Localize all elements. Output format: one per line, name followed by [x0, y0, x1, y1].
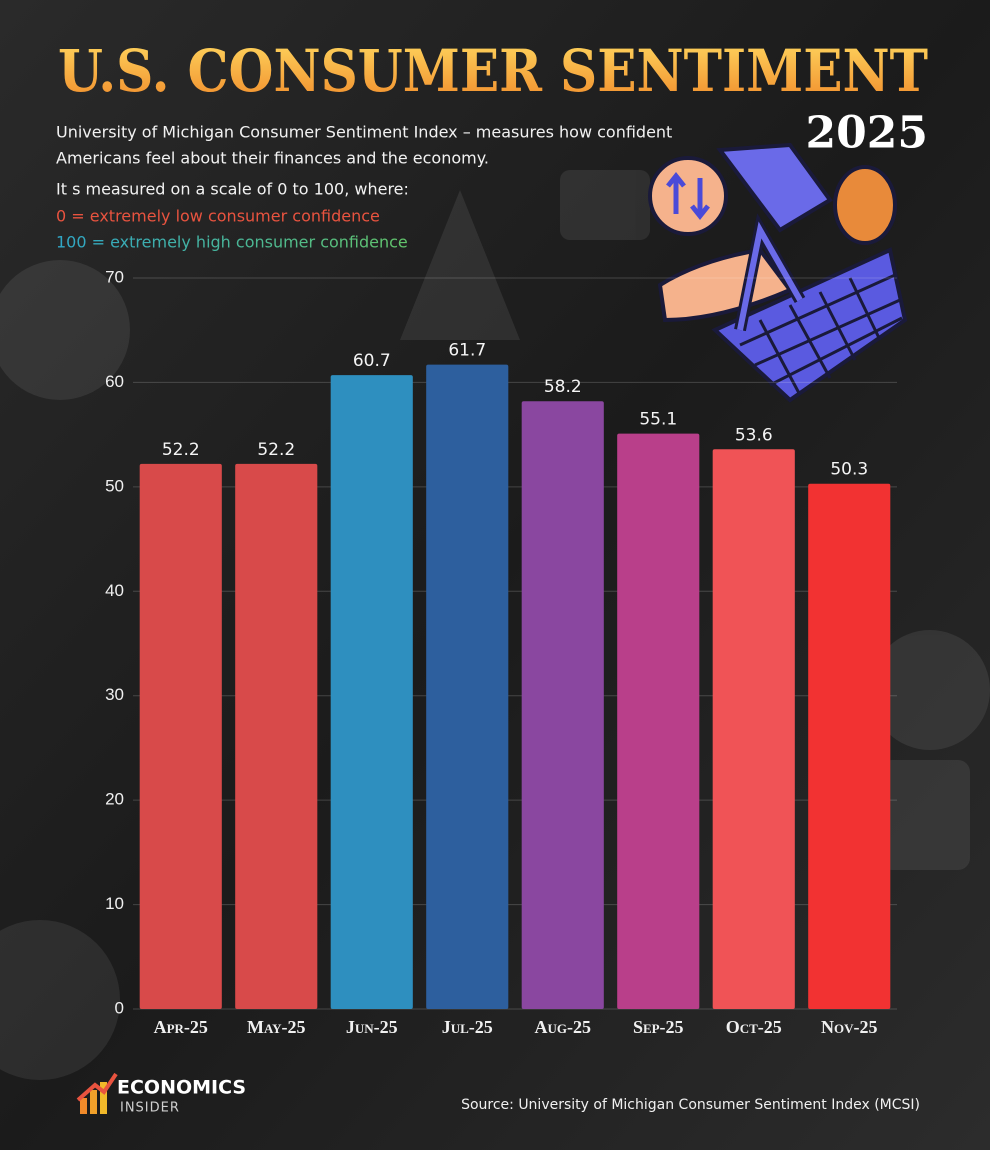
value-label: 61.7 [448, 341, 486, 361]
value-label: 55.1 [639, 410, 677, 430]
value-label: 52.2 [162, 440, 200, 460]
y-tick-label: 10 [105, 894, 124, 913]
source: Source: University of Michigan Consumer … [461, 1097, 920, 1113]
illustration [648, 142, 908, 403]
bar [235, 463, 318, 1010]
bar [426, 364, 509, 1009]
x-tick-label: Apr-25 [154, 1017, 208, 1037]
y-tick-label: 30 [105, 685, 124, 704]
x-tick-label: Aug-25 [535, 1017, 592, 1037]
bar [617, 433, 700, 1009]
year: 2025 [806, 108, 928, 159]
x-tick-label: Oct-25 [726, 1017, 782, 1037]
bar [139, 463, 222, 1010]
background-pattern [0, 170, 990, 1080]
bar [712, 449, 795, 1010]
subtitle: University of Michigan Consumer Sentimen… [56, 123, 672, 142]
subtitle: Americans feel about their finances and … [56, 149, 489, 168]
value-label: 52.2 [257, 440, 295, 460]
y-tick-label: 0 [115, 998, 124, 1017]
bar [808, 483, 891, 1010]
value-label: 53.6 [735, 425, 773, 445]
value-label: 58.2 [544, 377, 582, 397]
y-tick-label: 40 [105, 581, 124, 600]
logo: ECONOMICS INSIDER [76, 1072, 246, 1116]
low-note: 0 = extremely low consumer confidence [56, 207, 380, 226]
y-tick-label: 70 [105, 267, 124, 286]
y-tick-label: 50 [105, 476, 124, 495]
plot-area: 0 10 20 30 40 50 60 70 Apr-25 52.2 May-25 52.2 Jun-2… [105, 267, 897, 1037]
scale-note: It s measured on a scale of 0 to 100, wh… [56, 180, 409, 199]
value-label: 50.3 [830, 460, 868, 480]
x-tick-label: Nov-25 [821, 1017, 878, 1037]
bar [521, 401, 604, 1009]
x-tick-label: Sep-25 [633, 1017, 684, 1037]
y-tick-label: 20 [105, 790, 124, 809]
value-label: 60.7 [353, 351, 391, 371]
logo-text: INSIDER [120, 1101, 180, 1116]
x-tick-label: Jul-25 [442, 1017, 493, 1037]
x-tick-label: Jun-25 [346, 1017, 398, 1037]
bar [330, 375, 413, 1010]
chart-title: U.S. CONSUMER SENTIMENT [58, 37, 928, 105]
high-note: 100 = extremely high consumer confidence [56, 233, 408, 252]
logo-text: ECONOMICS [117, 1077, 246, 1099]
y-tick-label: 60 [105, 372, 124, 391]
x-tick-label: May-25 [247, 1017, 306, 1037]
